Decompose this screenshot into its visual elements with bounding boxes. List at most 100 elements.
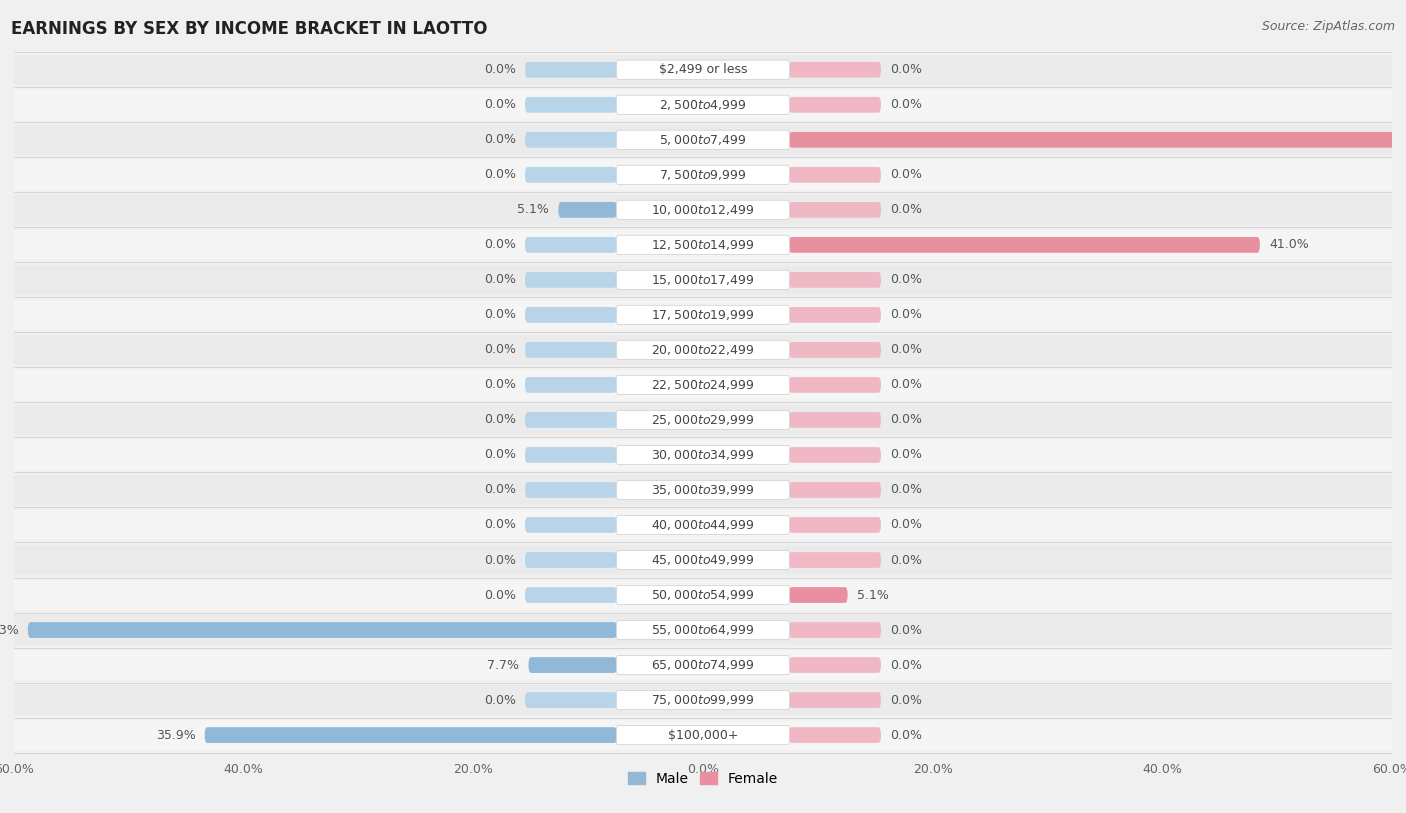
FancyBboxPatch shape [524, 237, 617, 253]
Text: 0.0%: 0.0% [484, 519, 516, 532]
FancyBboxPatch shape [524, 587, 617, 603]
FancyBboxPatch shape [789, 97, 882, 113]
FancyBboxPatch shape [14, 685, 1392, 715]
FancyBboxPatch shape [524, 377, 617, 393]
Text: 0.0%: 0.0% [484, 693, 516, 706]
FancyBboxPatch shape [616, 655, 790, 675]
Text: 0.0%: 0.0% [890, 624, 922, 637]
FancyBboxPatch shape [524, 167, 617, 183]
FancyBboxPatch shape [789, 657, 882, 673]
FancyBboxPatch shape [14, 650, 1392, 680]
FancyBboxPatch shape [14, 300, 1392, 330]
FancyBboxPatch shape [616, 376, 790, 394]
FancyBboxPatch shape [14, 55, 1392, 85]
Text: 5.1%: 5.1% [517, 203, 550, 216]
Text: $65,000 to $74,999: $65,000 to $74,999 [651, 658, 755, 672]
Text: 0.0%: 0.0% [484, 98, 516, 111]
Text: $100,000+: $100,000+ [668, 728, 738, 741]
FancyBboxPatch shape [14, 90, 1392, 120]
FancyBboxPatch shape [616, 270, 790, 289]
FancyBboxPatch shape [524, 412, 617, 428]
Text: 0.0%: 0.0% [484, 168, 516, 181]
FancyBboxPatch shape [524, 132, 617, 148]
FancyBboxPatch shape [14, 370, 1392, 400]
FancyBboxPatch shape [14, 510, 1392, 540]
Text: $5,000 to $7,499: $5,000 to $7,499 [659, 133, 747, 147]
Text: $2,499 or less: $2,499 or less [659, 63, 747, 76]
FancyBboxPatch shape [789, 272, 882, 288]
FancyBboxPatch shape [14, 580, 1392, 610]
Text: $55,000 to $64,999: $55,000 to $64,999 [651, 623, 755, 637]
Text: 51.3%: 51.3% [0, 624, 18, 637]
Text: $50,000 to $54,999: $50,000 to $54,999 [651, 588, 755, 602]
FancyBboxPatch shape [616, 411, 790, 429]
FancyBboxPatch shape [789, 447, 882, 463]
Text: $7,500 to $9,999: $7,500 to $9,999 [659, 167, 747, 182]
Text: 0.0%: 0.0% [890, 693, 922, 706]
FancyBboxPatch shape [789, 482, 882, 498]
FancyBboxPatch shape [616, 550, 790, 570]
Text: $25,000 to $29,999: $25,000 to $29,999 [651, 413, 755, 427]
FancyBboxPatch shape [524, 447, 617, 463]
FancyBboxPatch shape [14, 230, 1392, 259]
FancyBboxPatch shape [524, 517, 617, 533]
Text: $22,500 to $24,999: $22,500 to $24,999 [651, 378, 755, 392]
FancyBboxPatch shape [616, 480, 790, 500]
FancyBboxPatch shape [789, 587, 848, 603]
FancyBboxPatch shape [616, 130, 790, 150]
FancyBboxPatch shape [789, 377, 882, 393]
Text: $30,000 to $34,999: $30,000 to $34,999 [651, 448, 755, 462]
Text: 0.0%: 0.0% [890, 728, 922, 741]
Text: 0.0%: 0.0% [484, 484, 516, 497]
FancyBboxPatch shape [789, 412, 882, 428]
FancyBboxPatch shape [524, 692, 617, 708]
Text: 0.0%: 0.0% [484, 133, 516, 146]
Text: 0.0%: 0.0% [890, 414, 922, 427]
FancyBboxPatch shape [616, 95, 790, 115]
FancyBboxPatch shape [616, 60, 790, 80]
FancyBboxPatch shape [14, 615, 1392, 645]
FancyBboxPatch shape [524, 342, 617, 358]
Text: $35,000 to $39,999: $35,000 to $39,999 [651, 483, 755, 497]
FancyBboxPatch shape [14, 546, 1392, 575]
FancyBboxPatch shape [616, 690, 790, 710]
FancyBboxPatch shape [14, 125, 1392, 154]
FancyBboxPatch shape [14, 265, 1392, 295]
FancyBboxPatch shape [524, 307, 617, 323]
Text: $15,000 to $17,499: $15,000 to $17,499 [651, 273, 755, 287]
FancyBboxPatch shape [14, 160, 1392, 189]
FancyBboxPatch shape [14, 475, 1392, 505]
Text: $40,000 to $44,999: $40,000 to $44,999 [651, 518, 755, 532]
FancyBboxPatch shape [558, 202, 617, 218]
FancyBboxPatch shape [789, 342, 882, 358]
Text: 0.0%: 0.0% [484, 238, 516, 251]
FancyBboxPatch shape [524, 552, 617, 568]
FancyBboxPatch shape [789, 307, 882, 323]
FancyBboxPatch shape [789, 552, 882, 568]
FancyBboxPatch shape [789, 132, 1406, 148]
Text: 0.0%: 0.0% [890, 63, 922, 76]
Text: 0.0%: 0.0% [890, 484, 922, 497]
FancyBboxPatch shape [789, 167, 882, 183]
Text: 0.0%: 0.0% [890, 203, 922, 216]
FancyBboxPatch shape [14, 440, 1392, 470]
FancyBboxPatch shape [14, 405, 1392, 435]
Text: 0.0%: 0.0% [890, 168, 922, 181]
Text: 0.0%: 0.0% [484, 343, 516, 356]
FancyBboxPatch shape [14, 720, 1392, 750]
Text: Source: ZipAtlas.com: Source: ZipAtlas.com [1261, 20, 1395, 33]
FancyBboxPatch shape [205, 727, 617, 743]
Text: EARNINGS BY SEX BY INCOME BRACKET IN LAOTTO: EARNINGS BY SEX BY INCOME BRACKET IN LAO… [11, 20, 488, 38]
Text: 0.0%: 0.0% [890, 554, 922, 567]
FancyBboxPatch shape [616, 305, 790, 324]
FancyBboxPatch shape [524, 62, 617, 78]
Text: 0.0%: 0.0% [890, 308, 922, 321]
Text: 0.0%: 0.0% [484, 414, 516, 427]
Text: 0.0%: 0.0% [890, 659, 922, 672]
Text: $2,500 to $4,999: $2,500 to $4,999 [659, 98, 747, 112]
Legend: Male, Female: Male, Female [623, 767, 783, 792]
Text: 0.0%: 0.0% [484, 308, 516, 321]
FancyBboxPatch shape [616, 165, 790, 185]
FancyBboxPatch shape [616, 725, 790, 745]
Text: $75,000 to $99,999: $75,000 to $99,999 [651, 693, 755, 707]
